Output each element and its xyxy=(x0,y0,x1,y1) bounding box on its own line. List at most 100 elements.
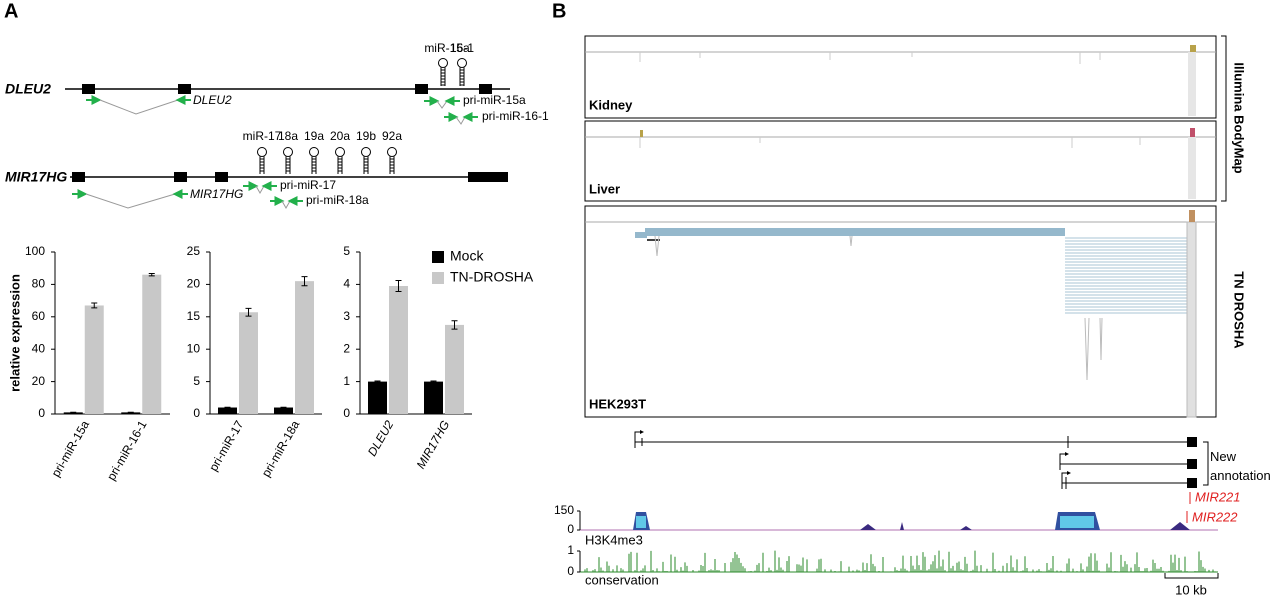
hairpin-loop xyxy=(387,147,397,157)
mirna-label: miR-15a xyxy=(424,41,470,55)
error-bar xyxy=(301,276,308,287)
y-tick-label: 10 xyxy=(187,341,201,355)
y-tick-label: 0 xyxy=(567,564,574,578)
bar-chart: 0 20 40 60 80 100 relative expression pri-miR-1… xyxy=(7,244,170,483)
track-label: conservation xyxy=(585,572,659,587)
mirna-label: 20a xyxy=(330,129,350,143)
bar xyxy=(445,324,464,414)
error-bar xyxy=(245,307,252,317)
scale-bar-label: 10 kb xyxy=(1175,582,1207,596)
x-tick-label: DLEU2 xyxy=(365,418,397,459)
panel-label: A xyxy=(4,0,18,22)
y-tick-label: 0 xyxy=(343,406,350,420)
y-tick-label: 0 xyxy=(193,406,200,420)
bar-chart: 0 1 2 3 4 5 DLEU2 MIR17HG Mock TN-DROSHA xyxy=(343,244,534,471)
x-tick-label: pri-miR-18a xyxy=(259,418,303,480)
primer-label: pri-miR-17 xyxy=(280,178,336,192)
hairpin-loop xyxy=(283,147,293,157)
legend-swatch xyxy=(432,272,444,284)
x-tick-label: pri-miR-15a xyxy=(49,418,93,480)
error-bar xyxy=(224,406,231,409)
y-tick-label: 3 xyxy=(343,309,350,323)
y-tick-label: 1 xyxy=(567,543,574,557)
primer-label: pri-miR-15a xyxy=(463,93,526,107)
hairpin-loop xyxy=(335,147,345,157)
group-label: TN DROSHA xyxy=(1232,271,1247,349)
y-tick-label: 5 xyxy=(343,244,350,258)
mirna-label: 16-1 xyxy=(450,41,474,55)
y-tick-label: 150 xyxy=(554,503,574,517)
x-tick-label: pri-miR-17 xyxy=(206,418,246,474)
bar xyxy=(368,381,387,414)
annotation-label: New annotation xyxy=(1210,449,1271,483)
mirna-label: MIR221 xyxy=(1195,489,1241,504)
y-tick-label: 0 xyxy=(567,522,574,536)
error-bar xyxy=(395,280,402,293)
track-label: Kidney xyxy=(589,97,633,112)
bar xyxy=(239,312,258,414)
legend-label: TN-DROSHA xyxy=(450,269,534,285)
y-tick-label: 2 xyxy=(343,341,350,355)
bar xyxy=(274,407,293,414)
hairpin-loop xyxy=(457,58,467,68)
primer-label: pri-miR-18a xyxy=(306,193,369,207)
y-tick-label: 60 xyxy=(32,309,46,323)
legend-label: Mock xyxy=(450,248,484,264)
panel-label: B xyxy=(552,0,566,22)
gene-label: MIR17HG xyxy=(5,169,67,185)
bar xyxy=(295,281,314,414)
browser: Kidney Liver HEK293T Illumina BodyMap TN… xyxy=(554,35,1247,596)
y-axis-label: relative expression xyxy=(7,274,22,392)
primer-label: DLEU2 xyxy=(193,93,232,107)
track-label: Liver xyxy=(589,181,620,196)
y-tick-label: 5 xyxy=(193,374,200,388)
x-tick-label: pri-miR-16-1 xyxy=(104,418,150,483)
legend-swatch xyxy=(432,251,444,263)
y-tick-label: 0 xyxy=(38,406,45,420)
y-tick-label: 40 xyxy=(32,341,46,355)
bar xyxy=(142,274,162,414)
error-bar xyxy=(430,380,437,383)
dleu2-diagram: DLEU2 DLEU2 pri-miR-15a pri-miR-16-1 xyxy=(5,81,549,125)
group-label: Illumina BodyMap xyxy=(1232,62,1247,173)
hairpin-loop xyxy=(257,147,267,157)
mirna-label: miR-17 xyxy=(243,129,282,143)
y-tick-label: 20 xyxy=(187,277,201,291)
y-tick-label: 1 xyxy=(343,374,350,388)
x-tick-label: MIR17HG xyxy=(414,418,453,471)
error-bar xyxy=(91,302,98,309)
axis: 01 xyxy=(567,543,581,578)
y-tick-label: 15 xyxy=(187,309,201,323)
mirna-label: 18a xyxy=(278,129,298,143)
error-bar xyxy=(148,273,155,277)
bar xyxy=(121,412,141,414)
y-tick-label: 4 xyxy=(343,277,350,291)
mir17hg-diagram: MIR17HG MIR17HG pri-miR-17 pri-miR-18a xyxy=(5,169,508,210)
hairpin-loop xyxy=(309,147,319,157)
y-tick-label: 80 xyxy=(32,277,46,291)
bar xyxy=(389,286,408,414)
bar xyxy=(424,381,443,414)
error-bar xyxy=(374,380,381,383)
track-label: H3K4me3 xyxy=(585,532,643,547)
hairpin-loop xyxy=(361,147,371,157)
y-tick-label: 100 xyxy=(25,244,45,258)
y-tick-label: 20 xyxy=(32,374,46,388)
mirna-label: 92a xyxy=(382,129,402,143)
mirna-label: MIR222 xyxy=(1192,509,1238,524)
bar-chart: 0 5 10 15 20 25 pri-miR-17 pri-miR-18a xyxy=(187,244,322,479)
track-label: HEK293T xyxy=(589,396,646,411)
mirna-label: 19b xyxy=(356,129,376,143)
bar xyxy=(84,305,104,414)
y-tick-label: 25 xyxy=(187,244,201,258)
mirna-label: 19a xyxy=(304,129,324,143)
gene-label: DLEU2 xyxy=(5,81,51,97)
bar xyxy=(63,412,83,414)
error-bar xyxy=(451,320,458,330)
